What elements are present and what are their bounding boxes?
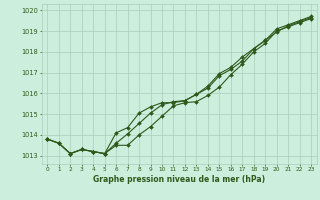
X-axis label: Graphe pression niveau de la mer (hPa): Graphe pression niveau de la mer (hPa)	[93, 175, 265, 184]
